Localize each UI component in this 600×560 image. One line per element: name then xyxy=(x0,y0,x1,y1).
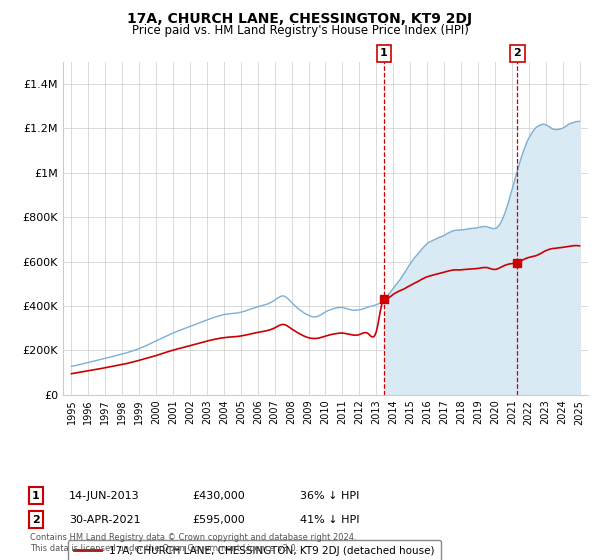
Legend: 17A, CHURCH LANE, CHESSINGTON, KT9 2DJ (detached house), HPI: Average price, det: 17A, CHURCH LANE, CHESSINGTON, KT9 2DJ (… xyxy=(68,540,440,560)
Text: 30-APR-2021: 30-APR-2021 xyxy=(69,515,140,525)
Text: 2: 2 xyxy=(514,48,521,58)
Text: £595,000: £595,000 xyxy=(192,515,245,525)
Text: 14-JUN-2013: 14-JUN-2013 xyxy=(69,491,140,501)
Text: 2: 2 xyxy=(32,515,40,525)
Text: Price paid vs. HM Land Registry's House Price Index (HPI): Price paid vs. HM Land Registry's House … xyxy=(131,24,469,37)
Text: 41% ↓ HPI: 41% ↓ HPI xyxy=(300,515,359,525)
Text: 1: 1 xyxy=(380,48,388,58)
Text: £430,000: £430,000 xyxy=(192,491,245,501)
Text: 36% ↓ HPI: 36% ↓ HPI xyxy=(300,491,359,501)
Text: Contains HM Land Registry data © Crown copyright and database right 2024.
This d: Contains HM Land Registry data © Crown c… xyxy=(30,533,356,553)
Text: 1: 1 xyxy=(32,491,40,501)
Text: 17A, CHURCH LANE, CHESSINGTON, KT9 2DJ: 17A, CHURCH LANE, CHESSINGTON, KT9 2DJ xyxy=(127,12,473,26)
